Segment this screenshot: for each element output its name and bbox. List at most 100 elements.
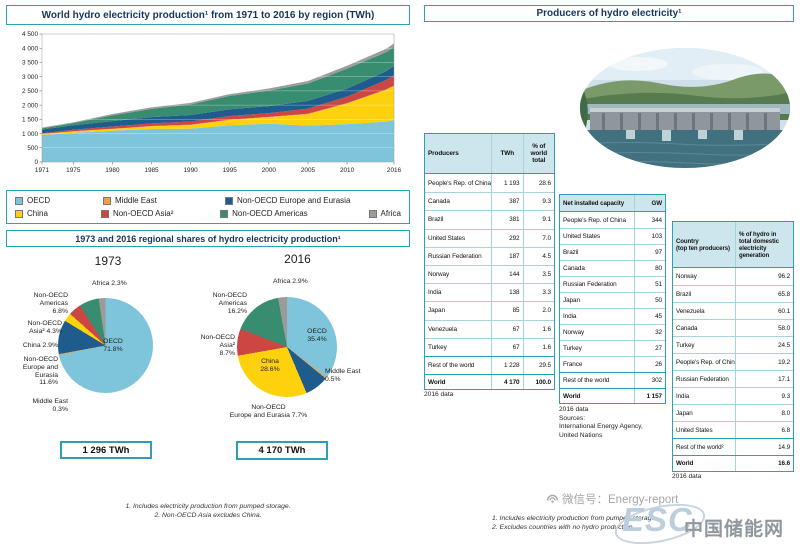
pie-label-americas: Non-OECD Americas 16.2% — [212, 292, 247, 315]
footnote-line: 1. Includes electricity production from … — [125, 503, 291, 510]
legend-swatch — [15, 209, 23, 218]
cell-gw: 51 — [634, 277, 665, 292]
svg-text:2016: 2016 — [387, 167, 402, 174]
cell-country: World — [563, 392, 581, 400]
cell-country: Norway — [563, 329, 585, 336]
cell-country: Turkey — [676, 341, 695, 349]
table-row: India 138 3.3 — [425, 283, 554, 302]
footnotes-right: 1. Includes electricity production from … — [492, 514, 727, 532]
legend-swatch — [15, 196, 23, 205]
table-row: Rest of the world 1 228 29.5 — [425, 355, 554, 375]
pie-label-africa: Africa 2.9% — [273, 278, 308, 285]
cell-pct: 28.6 — [522, 174, 555, 193]
table-row: Brazil 381 9.1 — [425, 210, 554, 229]
esc-logo-text: ESC — [622, 501, 693, 538]
table-row: United States 6.8 — [673, 421, 793, 438]
table-row: Turkey 27 — [560, 340, 665, 356]
area-chart-title: World hydro electricity production¹ from… — [6, 5, 410, 25]
header-cell-country: Country (top ten producers) — [676, 237, 730, 252]
svg-text:2 500: 2 500 — [22, 88, 38, 95]
legend-label: Non-OECD Asia² — [112, 209, 174, 218]
svg-text:2 000: 2 000 — [22, 102, 38, 109]
cell-country: India — [676, 392, 690, 400]
cell-pct: 1.6 — [522, 338, 555, 356]
legend-label: Middle East — [115, 196, 157, 205]
pie-label-eurasia: Non-OECD Europe and Eurasia 11.6% — [22, 356, 58, 387]
world-row: World 1 157 — [560, 388, 665, 403]
table-row: Turkey 67 1.6 — [425, 337, 555, 356]
share-table-body: Norway 96.2 Brazil 65.8 Venezuela 60.1 C… — [673, 268, 793, 455]
cell-country: United States — [428, 234, 466, 242]
total-1973-badge: 1 296 TWh — [60, 441, 152, 459]
cell-country: Rest of the world — [563, 377, 610, 384]
cell-share: 58.0 — [735, 320, 793, 336]
table-row: Rest of the world² 14.9 — [673, 438, 793, 455]
cell-country: Canada — [428, 198, 450, 206]
cell-country: Russian Federation — [563, 281, 617, 288]
cell-share: 96.2 — [735, 268, 793, 285]
cell-twh: 187 — [491, 247, 523, 265]
stacked-area-chart: 0 500 1 000 1 500 2 000 2 500 3 000 3 500 4 000 4… — [22, 31, 402, 174]
svg-text:1975: 1975 — [66, 167, 81, 174]
cell-share: 14.9 — [735, 439, 793, 455]
cell-country: Japan — [428, 307, 445, 315]
table-row: Norway 144 3.5 — [425, 264, 555, 284]
legend-label: China — [27, 209, 48, 218]
legend-swatch — [368, 209, 377, 218]
footnote-line: 1. Includes electricity production from … — [492, 515, 658, 522]
table-row: Norway 32 — [560, 324, 665, 340]
legend-label: Non-OECD Americas — [232, 209, 308, 218]
svg-text:1 500: 1 500 — [22, 117, 38, 124]
shares-title-text: 1973 and 2016 regional shares of hydro e… — [75, 233, 341, 244]
cell-country: Brazil — [428, 216, 444, 224]
pie-label-africa: Africa 2.3% — [92, 280, 127, 287]
signal-icon — [546, 494, 559, 503]
pie-1973 — [58, 298, 153, 393]
cell-pct: 4.5 — [522, 247, 555, 265]
right-title-text: Producers of hydro electricity¹ — [536, 8, 682, 19]
table-row: Japan 85 2.0 — [425, 301, 554, 320]
svg-text:1980: 1980 — [105, 167, 120, 174]
legend-swatch — [103, 196, 111, 205]
svg-text:2005: 2005 — [301, 167, 316, 174]
cell-pct: 3.5 — [522, 265, 555, 284]
cell-pct: 100.0 — [522, 375, 555, 390]
svg-text:1 000: 1 000 — [22, 131, 38, 138]
esc-logo-cn-text: 中国储能网 — [684, 519, 785, 540]
cell-country: World — [676, 460, 694, 467]
pie-label-middle-east: Middle East 0.5% — [325, 368, 361, 383]
header-cell-capacity: Net installed capacity — [563, 199, 625, 207]
producers-table: Producers TWh % of world total People's … — [424, 133, 555, 391]
cell-twh: 67 — [491, 320, 523, 338]
table-row: Japan 50 — [560, 292, 665, 308]
cell-share: 9.3 — [735, 388, 793, 404]
table-row: France 26 — [560, 356, 665, 372]
legend-item: Non-OECD Asia² — [100, 209, 220, 218]
cell-share: 60.1 — [735, 303, 793, 319]
pie-1973-heading: 1973 — [94, 254, 122, 268]
cell-country: People's Rep. of China — [676, 358, 735, 366]
table-row: India 45 — [560, 308, 665, 324]
note-line: 2016 data — [559, 406, 589, 413]
pie-label-asia: Non-OECD Asia² 8.7% — [200, 334, 235, 357]
cell-share: 17.1 — [735, 371, 793, 387]
pie-chart-2016: Africa 2.9% Non-OECD Americas 16.2% Non-… — [185, 272, 410, 472]
note-line: Sources: — [559, 414, 586, 422]
pie-label-asia: Non-OECD Asia² 4.3% — [27, 320, 62, 335]
cell-twh: 1 193 — [491, 174, 523, 193]
svg-text:1971: 1971 — [35, 167, 50, 174]
footnote-line: 2. Non-OECD Asia excludes China. — [154, 512, 262, 520]
table-row: Brazil 65.8 — [673, 285, 793, 302]
legend-label: OECD — [27, 196, 51, 205]
cell-country: Brazil — [563, 249, 579, 256]
header-cell-twh: TWh — [491, 134, 523, 173]
cell-gw: 32 — [634, 325, 665, 340]
pie-label-americas: Non-OECD Americas 6.8% — [33, 292, 68, 315]
svg-text:1990: 1990 — [184, 167, 199, 174]
cell-gw: 26 — [634, 357, 665, 372]
legend-item: China — [15, 209, 101, 218]
cell-pct: 7.0 — [522, 229, 555, 247]
area-chart-title-text: World hydro electricity production¹ from… — [41, 9, 375, 21]
capacity-table: Net installed capacity GW People's Rep. … — [559, 194, 666, 404]
